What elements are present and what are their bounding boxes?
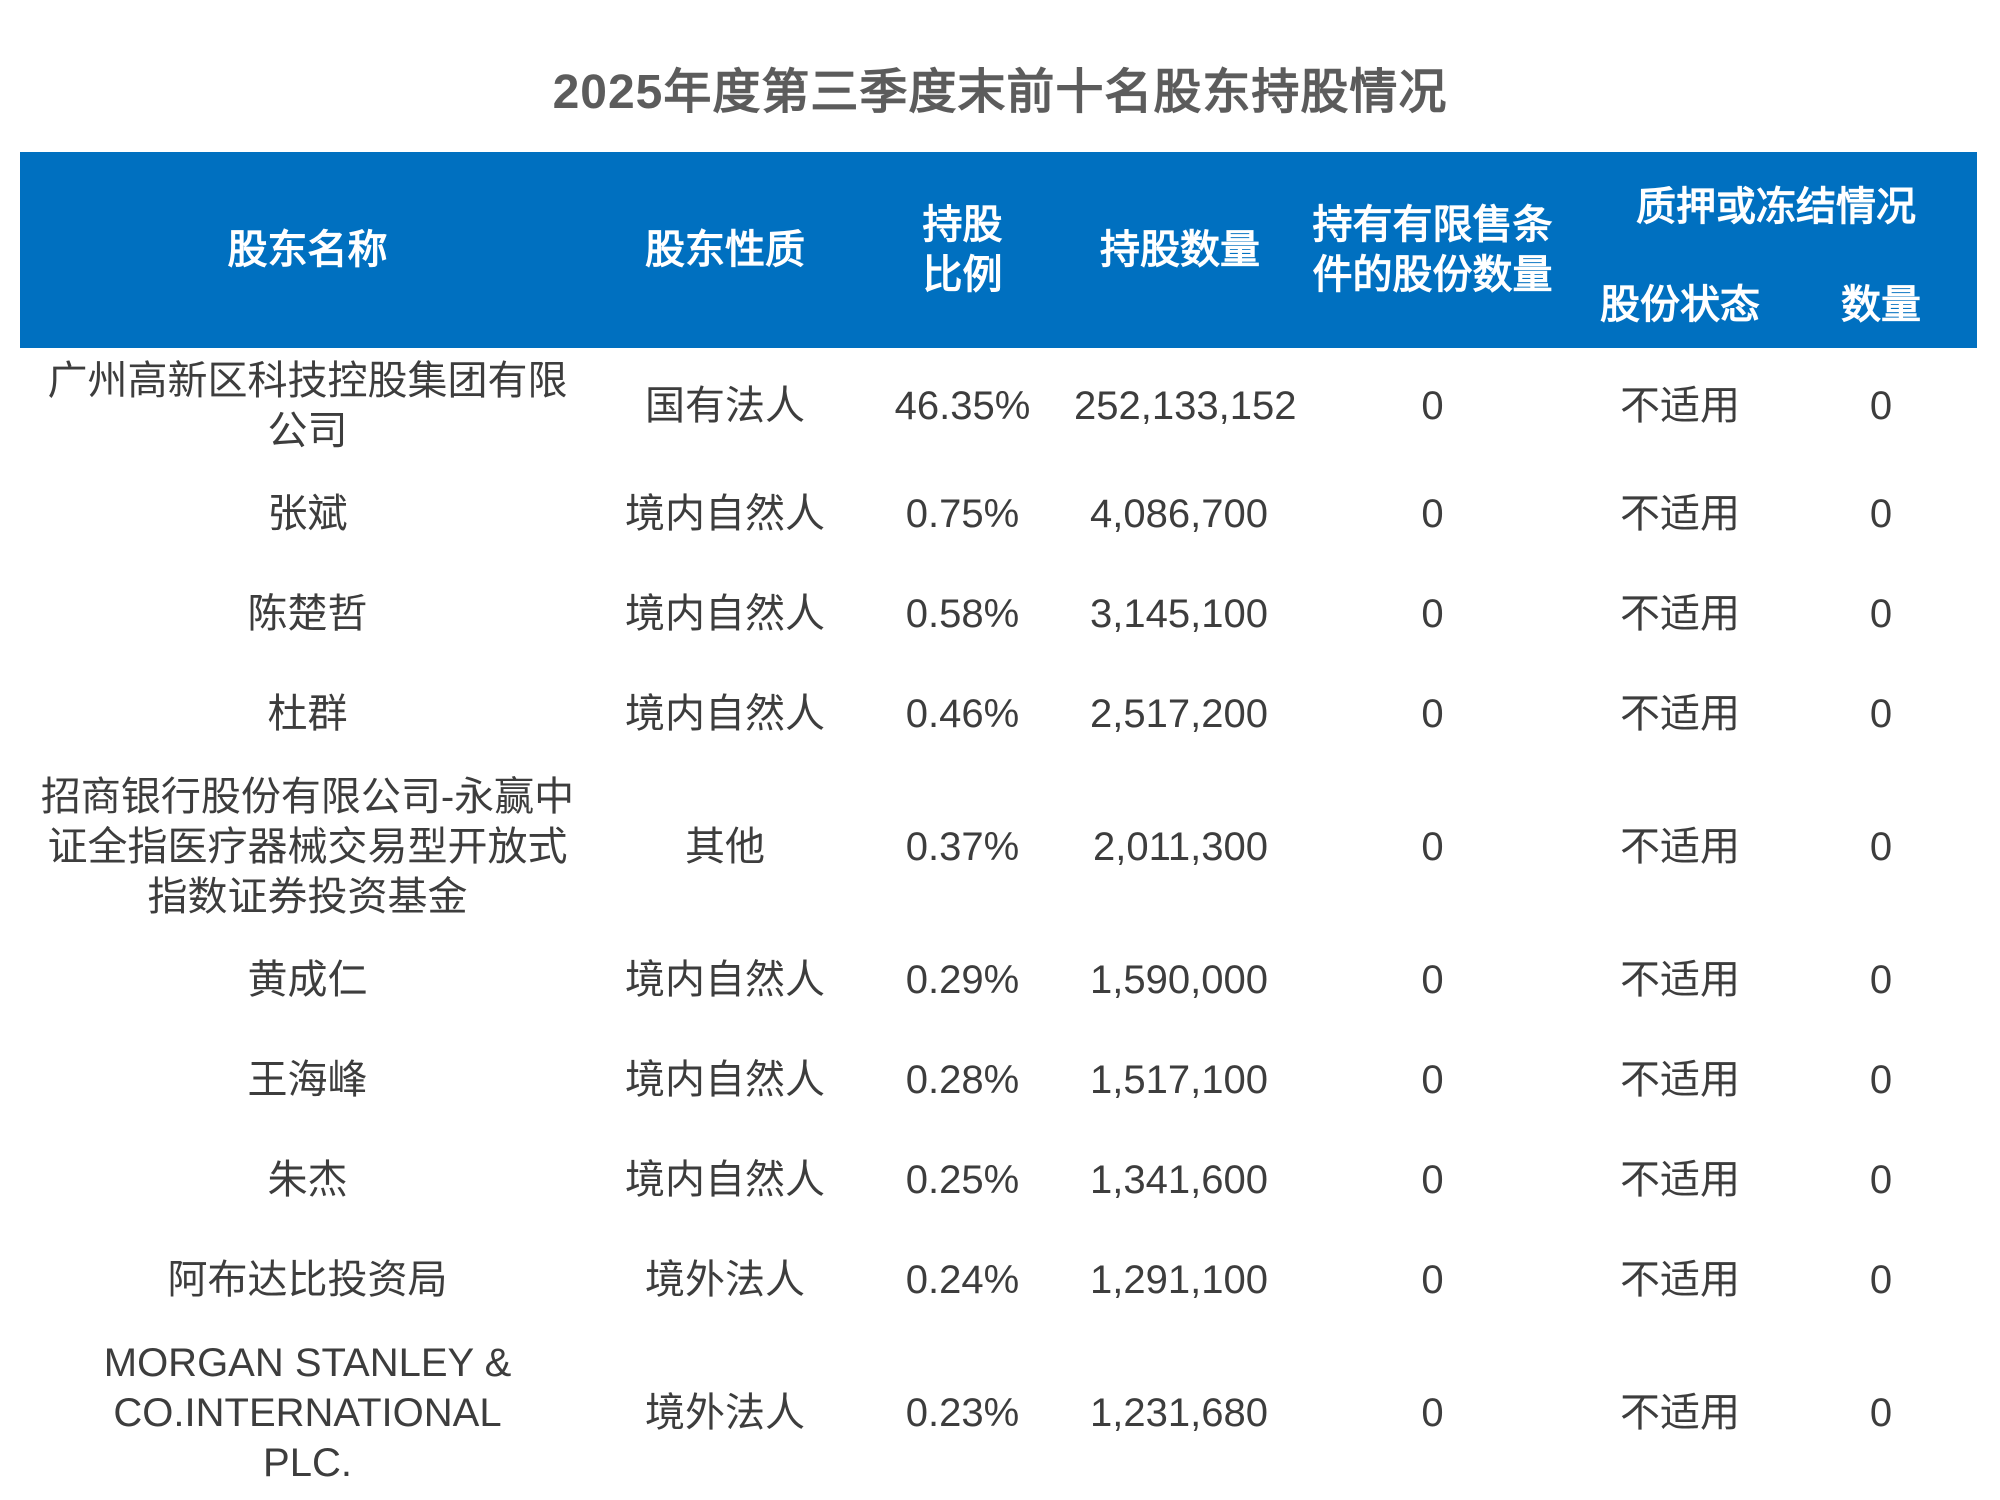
shares-cell: 4,086,700 <box>1070 464 1290 564</box>
nature-cell: 境外法人 <box>595 1230 855 1330</box>
nature-cell: 境内自然人 <box>595 1030 855 1130</box>
ratio-cell: 46.35% <box>855 348 1070 464</box>
table-row: 陈楚哲 境内自然人 0.58% 3,145,100 0 不适用 0 <box>20 564 1977 664</box>
restricted-cell: 0 <box>1290 564 1575 664</box>
shares-cell: 1,590,000 <box>1070 930 1290 1030</box>
qty-cell: 0 <box>1785 1330 1977 1496</box>
table-row: MORGAN STANLEY & CO.INTERNATIONAL PLC. 境… <box>20 1330 1977 1496</box>
shares-cell: 3,145,100 <box>1070 564 1290 664</box>
col-header-shares-held: 持股数量 <box>1070 152 1290 348</box>
nature-cell: 其他 <box>595 764 855 930</box>
nature-cell: 国有法人 <box>595 348 855 464</box>
page-title: 2025年度第三季度末前十名股东持股情况 <box>552 66 1448 119</box>
nature-cell: 境内自然人 <box>595 664 855 764</box>
status-cell: 不适用 <box>1575 1230 1785 1330</box>
shareholder-name-cell: 陈楚哲 <box>20 564 595 664</box>
status-cell: 不适用 <box>1575 1130 1785 1230</box>
restricted-cell: 0 <box>1290 1330 1575 1496</box>
ratio-cell: 0.28% <box>855 1030 1070 1130</box>
table-row: 招商银行股份有限公司-永赢中 证全指医疗器械交易型开放式 指数证券投资基金 其他… <box>20 764 1977 930</box>
table-row: 朱杰 境内自然人 0.25% 1,341,600 0 不适用 0 <box>20 1130 1977 1230</box>
col-header-shareholding-ratio: 持股 比例 <box>855 152 1070 348</box>
status-cell: 不适用 <box>1575 664 1785 764</box>
shares-cell: 1,341,600 <box>1070 1130 1290 1230</box>
shareholder-name-cell: 黄成仁 <box>20 930 595 1030</box>
table-row: 杜群 境内自然人 0.46% 2,517,200 0 不适用 0 <box>20 664 1977 764</box>
qty-cell: 0 <box>1785 564 1977 664</box>
restricted-cell: 0 <box>1290 348 1575 464</box>
col-header-shareholder-nature: 股东性质 <box>595 152 855 348</box>
table-body: 广州高新区科技控股集团有限 公司 国有法人 46.35% 252,133,152… <box>20 348 1977 1496</box>
restricted-cell: 0 <box>1290 1230 1575 1330</box>
restricted-cell: 0 <box>1290 664 1575 764</box>
status-cell: 不适用 <box>1575 348 1785 464</box>
shares-cell: 1,517,100 <box>1070 1030 1290 1130</box>
restricted-cell: 0 <box>1290 1030 1575 1130</box>
shares-cell: 1,231,680 <box>1070 1330 1290 1496</box>
status-cell: 不适用 <box>1575 930 1785 1030</box>
shareholder-name-cell: 阿布达比投资局 <box>20 1230 595 1330</box>
table-row: 张斌 境内自然人 0.75% 4,086,700 0 不适用 0 <box>20 464 1977 564</box>
shares-cell: 2,517,200 <box>1070 664 1290 764</box>
shareholder-name-cell: 朱杰 <box>20 1130 595 1230</box>
status-cell: 不适用 <box>1575 1030 1785 1130</box>
qty-cell: 0 <box>1785 348 1977 464</box>
status-cell: 不适用 <box>1575 764 1785 930</box>
qty-cell: 0 <box>1785 1130 1977 1230</box>
qty-cell: 0 <box>1785 1030 1977 1130</box>
col-header-shareholder-name: 股东名称 <box>20 152 595 348</box>
nature-cell: 境内自然人 <box>595 930 855 1030</box>
shareholders-table: 股东名称 股东性质 持股 比例 持股数量 持有有限售条 件的股份数量 质押或冻结… <box>20 152 1977 1496</box>
nature-cell: 境内自然人 <box>595 1130 855 1230</box>
status-cell: 不适用 <box>1575 564 1785 664</box>
ratio-cell: 0.29% <box>855 930 1070 1030</box>
ratio-cell: 0.75% <box>855 464 1070 564</box>
status-cell: 不适用 <box>1575 1330 1785 1496</box>
qty-cell: 0 <box>1785 464 1977 564</box>
table-row: 王海峰 境内自然人 0.28% 1,517,100 0 不适用 0 <box>20 1030 1977 1130</box>
ratio-cell: 0.23% <box>855 1330 1070 1496</box>
col-header-share-status: 股份状态 <box>1575 262 1785 348</box>
qty-cell: 0 <box>1785 664 1977 764</box>
ratio-cell: 0.25% <box>855 1130 1070 1230</box>
col-header-restricted-shares: 持有有限售条 件的股份数量 <box>1290 152 1575 348</box>
table-row: 广州高新区科技控股集团有限 公司 国有法人 46.35% 252,133,152… <box>20 348 1977 464</box>
shareholder-name-cell: 招商银行股份有限公司-永赢中 证全指医疗器械交易型开放式 指数证券投资基金 <box>20 764 595 930</box>
shareholder-name-cell: 王海峰 <box>20 1030 595 1130</box>
table-row: 阿布达比投资局 境外法人 0.24% 1,291,100 0 不适用 0 <box>20 1230 1977 1330</box>
qty-cell: 0 <box>1785 764 1977 930</box>
shareholder-name-cell: 杜群 <box>20 664 595 764</box>
shareholder-name-cell: 广州高新区科技控股集团有限 公司 <box>20 348 595 464</box>
restricted-cell: 0 <box>1290 764 1575 930</box>
qty-cell: 0 <box>1785 1230 1977 1330</box>
nature-cell: 境内自然人 <box>595 564 855 664</box>
shares-cell: 1,291,100 <box>1070 1230 1290 1330</box>
shares-cell: 2,011,300 <box>1070 764 1290 930</box>
table-header: 股东名称 股东性质 持股 比例 持股数量 持有有限售条 件的股份数量 质押或冻结… <box>20 152 1977 348</box>
ratio-cell: 0.58% <box>855 564 1070 664</box>
restricted-cell: 0 <box>1290 1130 1575 1230</box>
qty-cell: 0 <box>1785 930 1977 1030</box>
table-row: 黄成仁 境内自然人 0.29% 1,590,000 0 不适用 0 <box>20 930 1977 1030</box>
shares-cell: 252,133,152 <box>1070 348 1296 464</box>
restricted-cell: 0 <box>1290 930 1575 1030</box>
nature-cell: 境内自然人 <box>595 464 855 564</box>
ratio-cell: 0.46% <box>855 664 1070 764</box>
restricted-cell: 0 <box>1290 464 1575 564</box>
shareholder-name-cell: MORGAN STANLEY & CO.INTERNATIONAL PLC. <box>20 1330 595 1496</box>
col-header-pledge-freeze-group: 质押或冻结情况 <box>1575 152 1977 262</box>
ratio-cell: 0.24% <box>855 1230 1070 1330</box>
nature-cell: 境外法人 <box>595 1330 855 1496</box>
col-header-quantity: 数量 <box>1785 262 1977 348</box>
status-cell: 不适用 <box>1575 464 1785 564</box>
ratio-cell: 0.37% <box>855 764 1070 930</box>
shareholder-name-cell: 张斌 <box>20 464 595 564</box>
